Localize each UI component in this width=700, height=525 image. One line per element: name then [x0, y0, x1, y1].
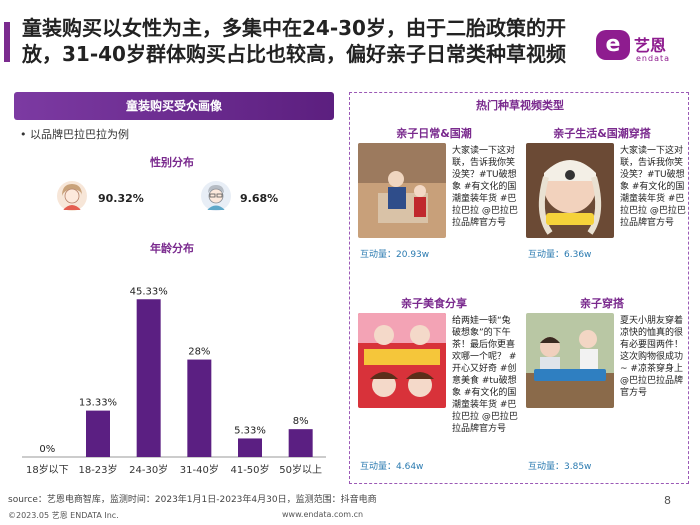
- card-title: 亲子美食分享: [401, 297, 467, 310]
- page-number: 8: [664, 494, 671, 507]
- website-url: www.endata.com.cn: [282, 510, 364, 519]
- female-share: 90.32%: [98, 192, 144, 205]
- age-bar-value-label-5: 8%: [293, 416, 309, 427]
- video-card-parent-daily[interactable]: 亲子日常&国潮 大家读一下这对联，告诉我你笑没笑？#TU破想象 #有文化的国潮童…: [354, 125, 518, 290]
- copyright: ©2023.05 艺恩 ENDATA Inc.: [8, 511, 119, 520]
- age-bar-value-label-2: 45.33%: [130, 286, 168, 297]
- card-title: 亲子生活&国潮穿搭: [553, 127, 651, 140]
- audience-profile-panel: 童装购买受众画像 • 以品牌巴拉巴拉为例 性别分布 90.32% 9.68% 年…: [14, 92, 334, 484]
- age-category-label-3: 31-40岁: [180, 463, 219, 476]
- age-category-label-2: 24-30岁: [129, 463, 168, 476]
- age-category-label-4: 41-50岁: [230, 463, 269, 476]
- male-avatar-icon: [201, 181, 231, 211]
- logo-mark-icon: e: [596, 30, 630, 60]
- age-bar-3: [187, 359, 212, 457]
- logo-en-text: endata: [636, 54, 671, 63]
- age-bar-4: [238, 438, 262, 457]
- age-bar-value-label-4: 5.33%: [234, 425, 266, 436]
- age-bar-value-label-3: 28%: [188, 347, 210, 358]
- card-interactions: 互动量：3.85w: [528, 462, 592, 472]
- female-avatar-icon: [57, 181, 87, 211]
- age-bar-5: [288, 429, 313, 457]
- hot-video-types-panel: 热门种草视频类型 亲子日常&国潮 大家读一下这对联，告诉我你笑没笑？#TU破想象…: [349, 92, 689, 484]
- video-card-parent-outfit[interactable]: 亲子穿搭 夏天小朋友穿着凉快的恤真的很有必要囤两件！这次购物很成功~ #凉茶穿身…: [522, 295, 683, 472]
- gender-section-title: 性别分布: [150, 156, 194, 169]
- card-description: 夏天小朋友穿着凉快的恤真的很有必要囤两件！这次购物很成功~ #凉茶穿身上 @巴拉…: [620, 316, 684, 398]
- card-interactions: 互动量：4.64w: [360, 462, 424, 472]
- card-title: 亲子穿搭: [580, 297, 624, 310]
- endata-logo: e 艺恩 endata: [596, 30, 686, 68]
- title-accent-bar: [4, 22, 10, 62]
- age-bar-1: [86, 410, 110, 457]
- age-bar-value-label-1: 13.33%: [79, 398, 117, 409]
- video-card-parent-life-fashion[interactable]: 亲子生活&国潮穿搭 大家读一下这对联，告诉我你笑没笑？#TU破想象 #有文化的国…: [522, 125, 686, 290]
- example-brand-text: 以品牌巴拉巴拉为例: [30, 128, 129, 141]
- card-description: 大家读一下这对联，告诉我你笑没笑？#TU破想象 #有文化的国潮童装年货 #巴拉巴…: [452, 146, 518, 228]
- card-interactions: 互动量：20.93w: [360, 250, 430, 260]
- slide-title-line-2: 放，31-40岁群体购买占比也较高，偏好亲子日常类种草视频: [22, 42, 566, 66]
- logo-cn-text: 艺恩: [634, 36, 667, 55]
- card-interactions: 互动量：6.36w: [528, 250, 592, 260]
- age-bar-value-label-0: 0%: [39, 444, 55, 455]
- age-category-label-0: 18岁以下: [26, 463, 69, 476]
- age-section-title: 年龄分布: [150, 242, 194, 255]
- video-thumbnail[interactable]: [358, 313, 446, 408]
- slide-title-line-1: 童装购买以女性为主，多集中在24-30岁，由于二胎政策的开: [22, 16, 566, 40]
- age-distribution-chart: 0% 18岁以下 13.33% 18-23岁 45.33% 24-30岁 28% 31-40岁…: [22, 286, 326, 476]
- video-thumbnail[interactable]: [526, 143, 614, 238]
- video-thumbnail[interactable]: [526, 313, 614, 408]
- panel-header: 童装购买受众画像: [14, 92, 334, 120]
- age-category-label-1: 18-23岁: [78, 463, 117, 476]
- right-panel-title: 热门种草视频类型: [476, 99, 564, 112]
- slide-title: 童装购买以女性为主，多集中在24-30岁，由于二胎政策的开 放，31-40岁群体…: [22, 15, 582, 67]
- card-title: 亲子日常&国潮: [396, 127, 472, 140]
- video-thumbnail[interactable]: [358, 143, 446, 238]
- video-card-parent-food[interactable]: 亲子美食分享 给两娃一顿“兔破想象”的下午茶！最后你更喜欢哪一个呢？ #开心又好…: [354, 295, 518, 472]
- source-note: source：艺恩电商智库，监测时间：2023年1月1日-2023年4月30日，…: [8, 495, 377, 505]
- card-description: 给两娃一顿“兔破想象”的下午茶！最后你更喜欢哪一个呢？ #开心又好奇 #创意美食…: [452, 316, 518, 434]
- card-description: 大家读一下这对联，告诉我你笑没笑？#TU破想象 #有文化的国潮童装年货 #巴拉巴…: [620, 146, 686, 228]
- age-bar-2: [136, 299, 161, 457]
- example-brand-note: • 以品牌巴拉巴拉为例: [20, 126, 129, 142]
- male-share: 9.68%: [240, 192, 279, 205]
- bullet: •: [20, 128, 27, 141]
- age-category-label-5: 50岁以上: [279, 463, 322, 476]
